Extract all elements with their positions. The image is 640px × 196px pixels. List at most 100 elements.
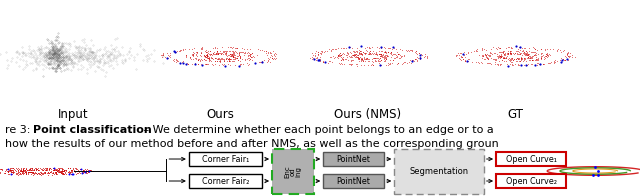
Point <box>200 55 210 58</box>
Point <box>58 169 68 172</box>
Point <box>82 171 92 174</box>
Point <box>378 53 388 56</box>
Point <box>527 63 538 66</box>
Point <box>401 61 412 64</box>
Point <box>188 52 198 55</box>
Point <box>548 61 559 64</box>
Point <box>13 171 24 174</box>
Point <box>204 54 214 58</box>
Point <box>35 172 45 175</box>
Point <box>234 57 244 60</box>
Point <box>360 52 370 55</box>
Point <box>359 51 369 54</box>
Point <box>203 63 213 66</box>
Point <box>13 173 24 176</box>
Point <box>501 46 511 49</box>
Point <box>564 52 575 55</box>
Point <box>509 57 519 61</box>
Point <box>230 51 241 54</box>
Point <box>76 168 86 171</box>
Point <box>521 59 531 62</box>
Point <box>335 54 345 57</box>
Point <box>7 170 17 173</box>
Point <box>519 56 529 59</box>
Point <box>526 63 536 66</box>
Point <box>47 168 58 171</box>
Point <box>506 49 516 52</box>
Point <box>239 52 250 55</box>
Point <box>49 168 60 171</box>
Point <box>376 55 387 58</box>
Point <box>225 63 235 66</box>
Point <box>31 167 42 171</box>
Point <box>194 57 204 61</box>
Point <box>40 168 50 171</box>
Point <box>70 170 81 173</box>
Point <box>81 172 91 175</box>
Point <box>196 58 207 62</box>
Point <box>513 47 523 50</box>
Point <box>337 62 347 65</box>
Point <box>395 53 405 56</box>
Point <box>501 56 511 60</box>
Point <box>542 54 552 57</box>
Text: PointNet: PointNet <box>337 177 371 185</box>
Point <box>460 59 470 62</box>
Point <box>216 57 226 60</box>
Point <box>3 169 13 172</box>
Point <box>593 169 603 173</box>
Point <box>339 62 349 65</box>
Point <box>190 62 200 65</box>
Point <box>477 61 487 64</box>
Point <box>521 50 531 53</box>
Point <box>394 53 404 56</box>
Point <box>52 173 62 176</box>
Point <box>206 53 216 56</box>
Point <box>499 59 509 62</box>
Point <box>225 57 235 60</box>
Point <box>543 54 554 57</box>
Point <box>214 58 225 61</box>
Point <box>85 169 95 172</box>
Point <box>59 170 69 173</box>
Point <box>353 57 364 61</box>
Point <box>318 60 328 64</box>
Point <box>218 58 228 62</box>
Point <box>57 170 67 173</box>
Point <box>508 58 518 61</box>
Point <box>516 57 527 60</box>
Point <box>204 59 214 63</box>
Point <box>392 53 403 56</box>
Point <box>514 63 524 66</box>
Point <box>42 167 52 170</box>
Point <box>33 168 44 171</box>
Point <box>236 55 246 58</box>
Point <box>43 171 53 174</box>
Point <box>74 170 84 173</box>
Point <box>24 168 35 171</box>
Point <box>495 54 505 58</box>
Point <box>85 170 95 173</box>
Point <box>512 57 522 60</box>
Point <box>49 167 60 170</box>
Point <box>400 60 410 63</box>
Point <box>506 63 516 66</box>
Point <box>65 172 76 175</box>
Point <box>364 52 374 55</box>
Point <box>80 171 90 174</box>
Point <box>470 50 481 53</box>
Point <box>59 172 69 175</box>
Point <box>200 51 211 54</box>
Point <box>545 48 555 51</box>
Point <box>343 51 353 54</box>
Point <box>227 50 237 53</box>
Point <box>191 57 202 60</box>
Point <box>552 49 562 52</box>
Point <box>369 64 379 67</box>
Point <box>57 169 67 172</box>
Point <box>79 168 90 171</box>
Point <box>404 59 415 62</box>
Point <box>346 54 356 57</box>
Point <box>495 50 505 54</box>
Point <box>170 50 180 53</box>
